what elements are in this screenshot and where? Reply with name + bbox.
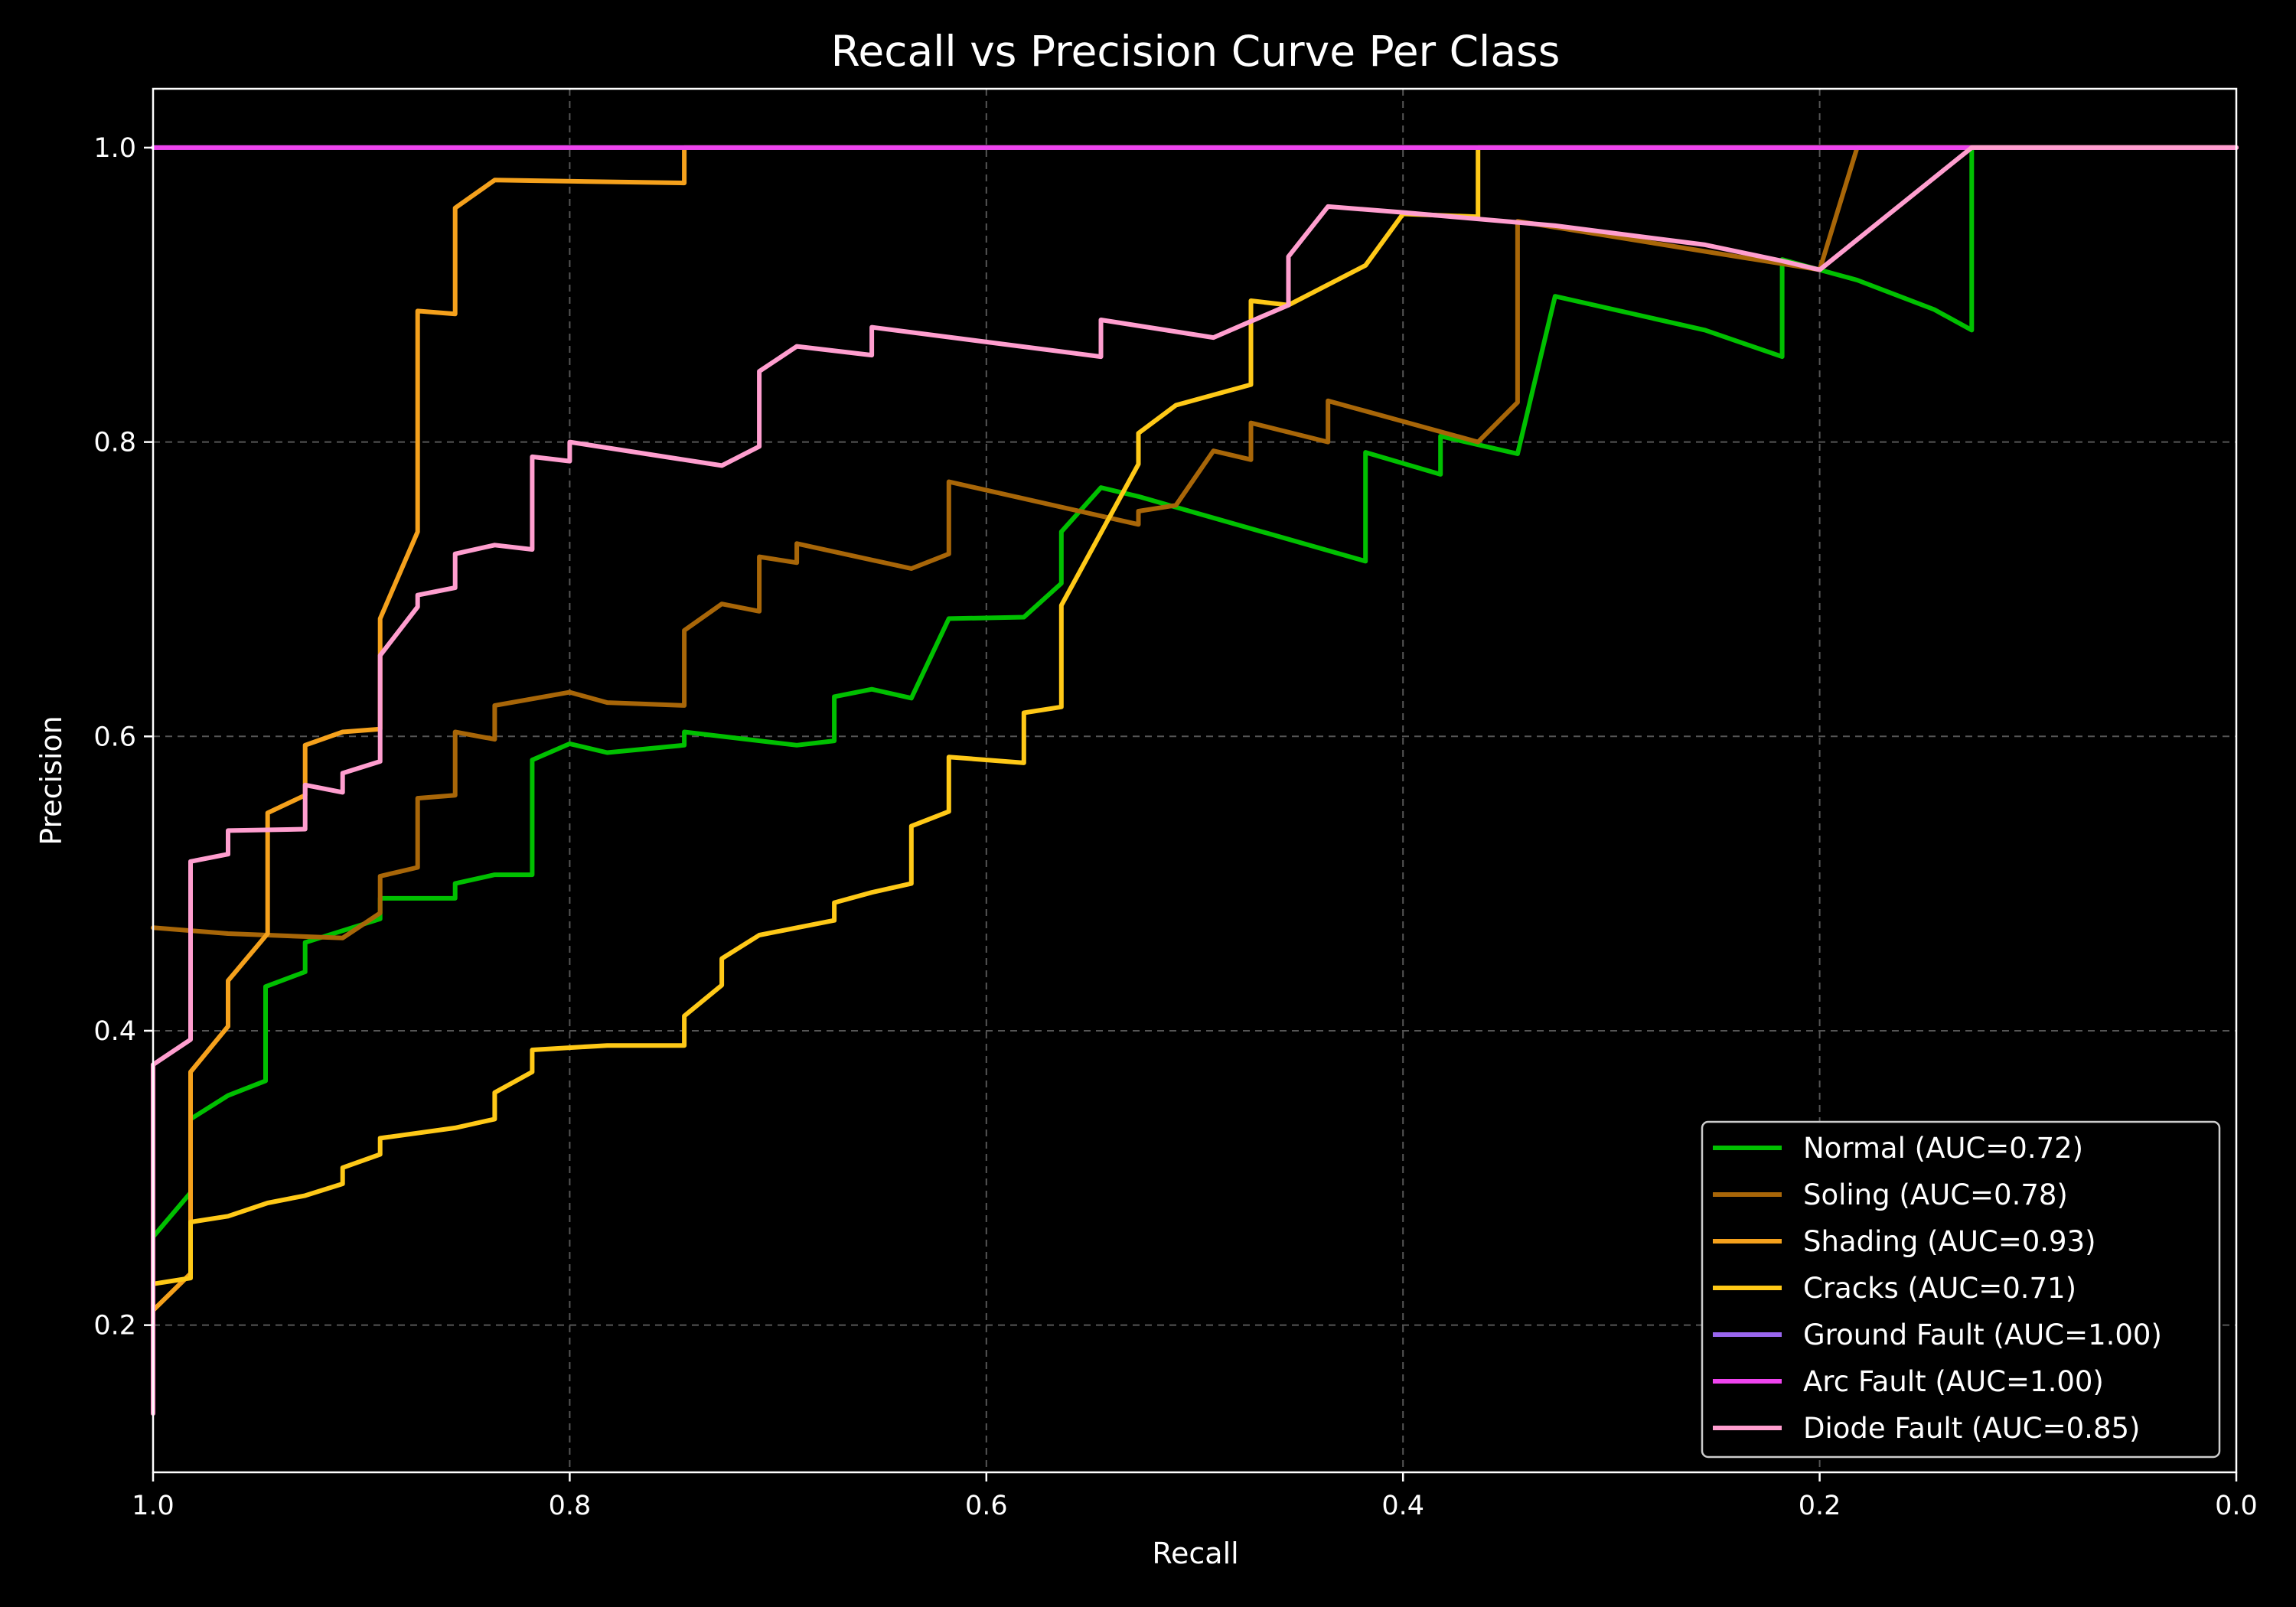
y-tick-label: 0.4 [93, 1016, 136, 1047]
legend-entry-label: Ground Fault (AUC=1.00) [1803, 1319, 2162, 1351]
legend-entry-label: Soling (AUC=0.78) [1803, 1178, 2068, 1211]
series-line-1 [151, 145, 2239, 940]
legend-entry-label: Diode Fault (AUC=0.85) [1803, 1412, 2140, 1445]
y-tick-label: 0.8 [93, 428, 136, 458]
x-tick-label: 0.0 [2215, 1491, 2258, 1521]
y-tick-label: 1.0 [93, 133, 136, 164]
series-lines [151, 145, 2239, 1416]
x-tick-label: 0.2 [1799, 1491, 1841, 1521]
legend-entry-label: Arc Fault (AUC=1.00) [1803, 1365, 2104, 1398]
legend-entry-label: Cracks (AUC=0.71) [1803, 1272, 2076, 1305]
x-tick-label: 1.0 [132, 1491, 174, 1521]
series-line-2 [151, 145, 2239, 1313]
plot-frame [152, 87, 2238, 1474]
x-axis-title: Recall [1152, 1537, 1238, 1570]
legend-entry-label: Normal (AUC=0.72) [1803, 1132, 2083, 1165]
legend-entry-label: Shading (AUC=0.93) [1803, 1225, 2096, 1258]
y-tick-label: 0.6 [93, 722, 136, 752]
y-tick-label: 0.2 [93, 1311, 136, 1341]
series-line-0 [151, 145, 2239, 1240]
x-tick-label: 0.8 [549, 1491, 592, 1521]
series-line-6 [151, 145, 2239, 1416]
y-axis-ticks: 0.2 0.4 0.6 0.8 1.0 [93, 133, 153, 1341]
x-axis-ticks: 1.0 0.8 0.6 0.4 0.2 0.0 [132, 1472, 2258, 1521]
series-line-3 [151, 145, 2239, 1286]
legend: Normal (AUC=0.72) Soling (AUC=0.78) Shadin… [1701, 1120, 2221, 1459]
legend-box [1701, 1120, 2221, 1459]
y-axis-title: Precision [34, 715, 68, 846]
x-tick-label: 0.4 [1381, 1491, 1424, 1521]
x-tick-label: 0.6 [965, 1491, 1008, 1521]
chart-title: Recall vs Precision Curve Per Class [831, 27, 1561, 76]
